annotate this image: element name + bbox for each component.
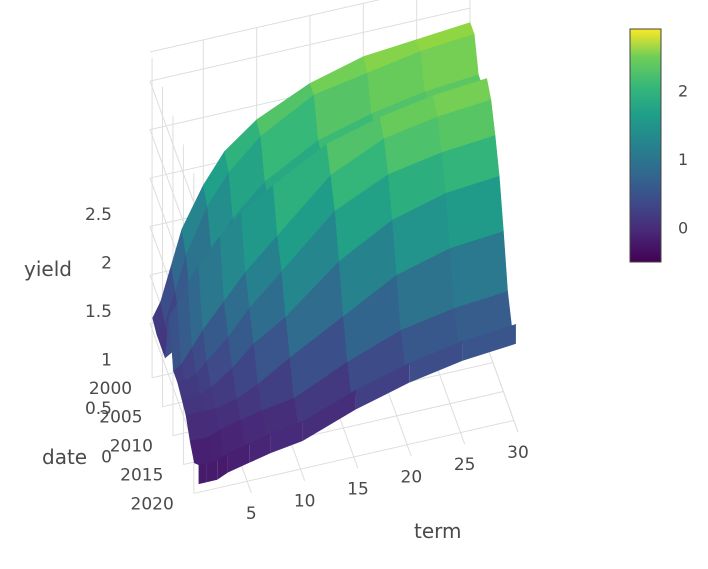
colorbar-tick-label: 0	[678, 219, 688, 238]
z-axis-title: yield	[24, 257, 72, 281]
z-tick-label: 1.5	[85, 302, 112, 322]
x-tick-label: 10	[294, 492, 316, 512]
surface-edge	[355, 363, 410, 410]
x-tick-label: 30	[507, 443, 529, 463]
y-tick-label: 2000	[89, 379, 132, 399]
x-axis-title: term	[414, 519, 462, 543]
z-tick-label: 0	[101, 448, 112, 468]
surface-edge	[302, 389, 356, 441]
axis-ticks: 0 0.5 1 1.5 2 2.5 2000 2005 2010 2015 2020 5 10 15 20 2…	[85, 205, 529, 524]
grid-line	[149, 80, 199, 215]
z-tick-label: 2.5	[85, 205, 112, 225]
y-tick-label: 2005	[99, 408, 142, 428]
surface-edge	[270, 421, 303, 454]
x-tick-label: 5	[246, 504, 257, 524]
x-tick-label: 25	[454, 455, 476, 475]
surface-edge	[227, 443, 250, 473]
y-tick-label: 2010	[110, 437, 153, 457]
surface-edge	[462, 324, 516, 361]
y-tick-label: 2020	[131, 494, 174, 514]
y-tick-label: 2015	[120, 466, 163, 486]
z-tick-label: 1	[101, 351, 112, 371]
surface-edge	[409, 341, 463, 383]
grid-line	[149, 0, 381, 53]
surface-edge	[206, 460, 218, 483]
y-axis-title: date	[42, 445, 87, 469]
colorbar-scale	[629, 28, 662, 263]
colorbar: 0 1 2	[629, 28, 688, 263]
z-tick-label: 0.5	[85, 399, 112, 419]
surface-edge	[198, 462, 207, 485]
surface-edge	[249, 433, 271, 463]
colorbar-tick-label: 1	[678, 150, 688, 169]
z-tick-label: 2	[101, 254, 112, 274]
colorbar-tick-label: 2	[678, 82, 688, 101]
x-tick-label: 20	[401, 467, 423, 487]
surface-edge	[217, 453, 228, 480]
surface-plot[interactable]	[152, 22, 517, 485]
x-tick-label: 15	[347, 480, 369, 500]
grid-line	[193, 419, 514, 494]
